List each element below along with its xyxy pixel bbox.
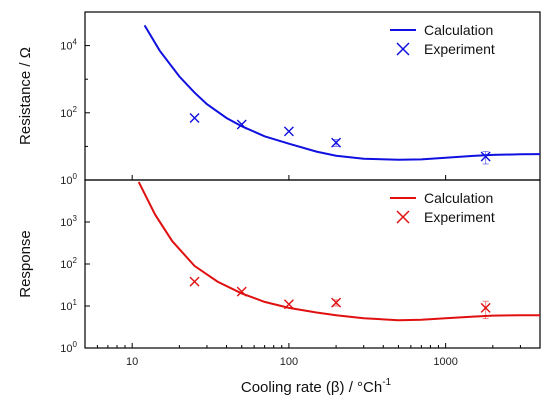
y-tick-label-bottom-2: 102 bbox=[60, 256, 77, 271]
experiment-point-top-1 bbox=[236, 119, 247, 130]
experiment-point-bottom-3 bbox=[331, 297, 342, 308]
y-tick-label-base: 10 bbox=[60, 343, 72, 355]
x-axis-title: Cooling rate (β) / °Ch-1 bbox=[241, 377, 392, 396]
x-axis-title-h: h bbox=[374, 379, 382, 396]
legend-label-experiment-top: Experiment bbox=[424, 41, 495, 57]
y-tick-label-exp: 3 bbox=[73, 214, 78, 223]
y-tick-label-top-1: 102 bbox=[60, 105, 77, 120]
y-tick-label-exp: 2 bbox=[73, 256, 78, 265]
y-tick-label-exp: 0 bbox=[73, 340, 78, 349]
y-tick-label-bottom-3: 103 bbox=[60, 214, 77, 229]
y-tick-label-base: 10 bbox=[60, 108, 72, 120]
experiment-point-top-3 bbox=[331, 137, 342, 148]
legend-marker-bottom bbox=[396, 210, 410, 224]
experiment-point-top-0 bbox=[189, 113, 200, 123]
x-tick-label-2: 1000 bbox=[433, 356, 457, 368]
y-tick-label-exp: 0 bbox=[73, 172, 78, 181]
experiment-point-bottom-4 bbox=[480, 302, 491, 313]
experiment-point-bottom-2 bbox=[283, 299, 294, 310]
y-tick-label-base: 10 bbox=[60, 217, 72, 229]
calculation-curve-bottom bbox=[137, 181, 540, 322]
y-tick-label-top-2: 104 bbox=[60, 38, 77, 53]
y-tick-label-top-0: 100 bbox=[60, 172, 77, 187]
legend-label-calculation-top: Calculation bbox=[424, 22, 493, 38]
experiment-point-top-4 bbox=[480, 151, 491, 162]
y-tick-label-exp: 1 bbox=[73, 298, 78, 307]
x-axis-title-main: Cooling rate (β) / °C bbox=[241, 379, 374, 396]
calculation-curve-top bbox=[143, 24, 540, 161]
y-axis-title-bottom: Response bbox=[17, 230, 34, 298]
experiment-point-top-2 bbox=[283, 126, 294, 137]
x-tick-label-1: 100 bbox=[280, 356, 298, 368]
y-tick-label-exp: 2 bbox=[73, 105, 78, 114]
y-axis-title-top: Resistance / Ω bbox=[17, 47, 34, 145]
y-tick-label-base: 10 bbox=[60, 175, 72, 187]
legend-label-calculation-bottom: Calculation bbox=[424, 190, 493, 206]
y-tick-label-bottom-1: 101 bbox=[60, 298, 77, 313]
x-axis-title-exp: -1 bbox=[382, 377, 391, 388]
legend-label-experiment-bottom: Experiment bbox=[424, 209, 495, 225]
y-tick-label-base: 10 bbox=[60, 41, 72, 53]
x-tick-label-0: 10 bbox=[126, 356, 138, 368]
experiment-point-bottom-0 bbox=[189, 276, 200, 287]
y-tick-label-exp: 4 bbox=[73, 38, 78, 47]
y-tick-label-bottom-0: 100 bbox=[60, 340, 77, 355]
y-tick-label-base: 10 bbox=[60, 301, 72, 313]
legend-marker-top bbox=[396, 42, 410, 56]
y-tick-label-base: 10 bbox=[60, 259, 72, 271]
experiment-point-bottom-1 bbox=[236, 286, 247, 297]
